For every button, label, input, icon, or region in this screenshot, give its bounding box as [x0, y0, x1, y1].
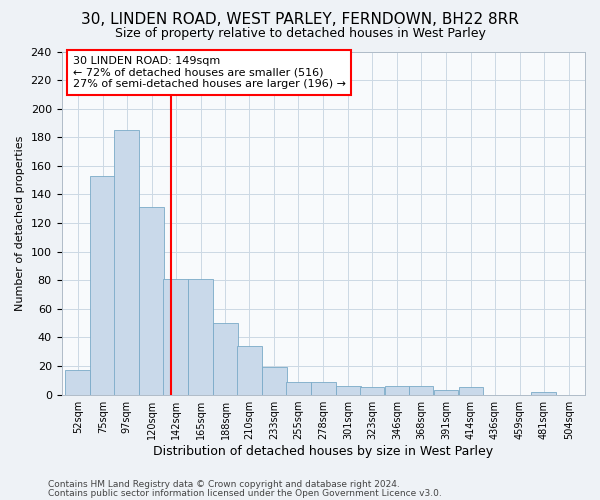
Y-axis label: Number of detached properties: Number of detached properties [15, 136, 25, 310]
Bar [237, 346, 262, 395]
Bar [286, 382, 311, 394]
Bar [458, 388, 484, 394]
Text: Contains public sector information licensed under the Open Government Licence v3: Contains public sector information licen… [48, 488, 442, 498]
Bar [188, 279, 213, 394]
Bar [213, 323, 238, 394]
Bar [139, 208, 164, 394]
Bar [360, 388, 385, 394]
Text: 30, LINDEN ROAD, WEST PARLEY, FERNDOWN, BH22 8RR: 30, LINDEN ROAD, WEST PARLEY, FERNDOWN, … [81, 12, 519, 28]
Bar [163, 279, 188, 394]
Bar [262, 368, 287, 394]
Bar [532, 392, 556, 394]
Bar [409, 386, 433, 394]
Bar [434, 390, 458, 394]
Bar [311, 382, 335, 394]
Bar [91, 176, 115, 394]
X-axis label: Distribution of detached houses by size in West Parley: Distribution of detached houses by size … [153, 444, 493, 458]
Text: Size of property relative to detached houses in West Parley: Size of property relative to detached ho… [115, 28, 485, 40]
Text: 30 LINDEN ROAD: 149sqm
← 72% of detached houses are smaller (516)
27% of semi-de: 30 LINDEN ROAD: 149sqm ← 72% of detached… [73, 56, 346, 89]
Bar [336, 386, 361, 394]
Text: Contains HM Land Registry data © Crown copyright and database right 2024.: Contains HM Land Registry data © Crown c… [48, 480, 400, 489]
Bar [385, 386, 409, 394]
Bar [65, 370, 90, 394]
Bar [115, 130, 139, 394]
